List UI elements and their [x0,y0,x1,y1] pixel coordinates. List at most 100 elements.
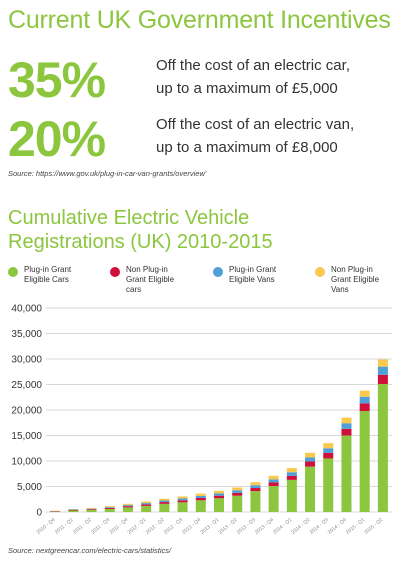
bar-segment [341,417,352,424]
chart-title-line1: Cumulative Electric Vehicle [8,207,250,229]
x-tick-label: 2013 - Q1 [199,517,220,536]
bar-stack [213,490,225,512]
chart-title-line2: Registrations (UK) 2010-2015 [8,231,273,253]
y-tick-label: 35,000 [11,329,42,340]
bar-segment [232,487,243,491]
bar-segment [323,452,334,459]
bar-segment [195,497,206,501]
bar-segment [377,366,388,375]
legend-swatch-vans [213,267,223,277]
bar-segment [50,510,61,512]
bar-segment [305,452,316,458]
bar-segment [68,510,79,512]
y-tick-label: 15,000 [11,431,42,442]
page-title: Current UK Government Incentives [8,6,391,34]
van-description-line2: up to a maximum of £8,000 [156,139,338,156]
bar-segment [159,503,170,512]
bar-segment [232,490,243,493]
bar-segment [250,488,261,492]
source-statistics: Source: nextgreencar.com/electric-cars/s… [8,546,172,555]
bar-segment [68,509,79,511]
legend-swatch-non-cars [110,267,120,277]
x-tick-label: 2015 - Q2 [363,517,384,536]
bar-stack [177,496,188,512]
y-axis-ticks: 0 5,000 10,000 15,000 20,000 25,000 30,000 35,0… [11,304,42,519]
bar-segment [195,495,206,498]
bar-stack [377,359,388,512]
source-grants: Source: https://www.gov.uk/plug-in-car-v… [8,169,207,178]
bar-segment [104,507,115,509]
x-tick-label: 2011 - Q2 [72,517,93,536]
x-tick-label: 2014 - Q4 [327,517,348,536]
bar-segment [141,504,152,506]
bar-stack [141,501,152,512]
bar-segment [305,461,316,467]
grid-lines [46,307,392,513]
bar-segment [104,508,115,512]
legend-swatch-cars [8,267,18,277]
bar-stack [305,452,316,512]
bar-segment [122,503,133,506]
bar-segment [122,506,133,508]
y-tick-label: 30,000 [11,355,42,366]
van-percent: 20% [8,111,106,167]
bar-segment [377,383,388,512]
bar-stack [341,417,352,512]
van-description: Off the cost of an electric van, up to a… [156,113,354,159]
bar-stack [268,475,279,512]
bar-segment [104,507,115,508]
bar-segment [141,501,152,504]
bar-segment [250,485,261,489]
bar-stack [122,503,133,512]
bar-segment [286,468,297,473]
legend-swatch-non-vans [315,267,325,277]
bar-segment [195,493,206,496]
bar-segment [377,359,388,367]
x-tick-label: 2011 - Q3 [90,517,111,536]
x-tick-label: 2013 - Q3 [236,517,257,536]
y-tick-label: 20,000 [11,406,42,417]
bar-segment [68,509,79,511]
bar-stacks [50,359,388,513]
bar-segment [323,443,334,449]
y-tick-label: 25,000 [11,380,42,391]
bar-segment [86,509,97,512]
bar-segment [359,390,370,397]
incentive-car: 35% Off the cost of an electric car, up … [8,52,393,112]
bar-segment [213,495,225,499]
bar-stack [50,510,61,513]
bar-segment [122,507,133,512]
incentive-van: 20% Off the cost of an electric van, up … [8,111,393,171]
bar-segment [286,472,297,476]
bar-segment [86,507,97,509]
bar-segment [323,458,334,512]
y-tick-label: 10,000 [11,457,42,468]
bar-segment [122,505,133,507]
legend-label-non-cars: Non Plug-in Grant Eligible cars [126,265,175,294]
bar-segment [359,403,370,412]
x-tick-label: 2012 - Q1 [127,517,148,536]
bar-stack [323,443,334,512]
bar-segment [359,396,370,404]
x-tick-label: 2014 - Q3 [309,517,330,536]
bar-segment [141,505,152,512]
bar-segment [68,508,79,510]
chart-title: Cumulative Electric Vehicle Registration… [8,206,273,254]
bar-segment [195,500,206,512]
car-description-line2: up to a maximum of £5,000 [156,80,338,97]
bar-segment [250,482,261,486]
x-tick-label: 2012 - Q2 [145,517,166,536]
bar-segment [86,509,97,510]
car-percent: 35% [8,52,106,108]
bar-segment [177,496,188,499]
bar-segment [213,490,225,494]
bar-segment [104,506,115,508]
x-tick-label: 2015 - Q1 [345,517,366,536]
bar-stack [195,493,206,512]
x-tick-label: 2013 - Q2 [218,517,239,536]
x-tick-label: 2011 - Q4 [109,517,130,536]
car-description-line1: Off the cost of an electric car, [156,57,350,74]
bar-stack [250,482,261,512]
bar-segment [341,423,352,429]
